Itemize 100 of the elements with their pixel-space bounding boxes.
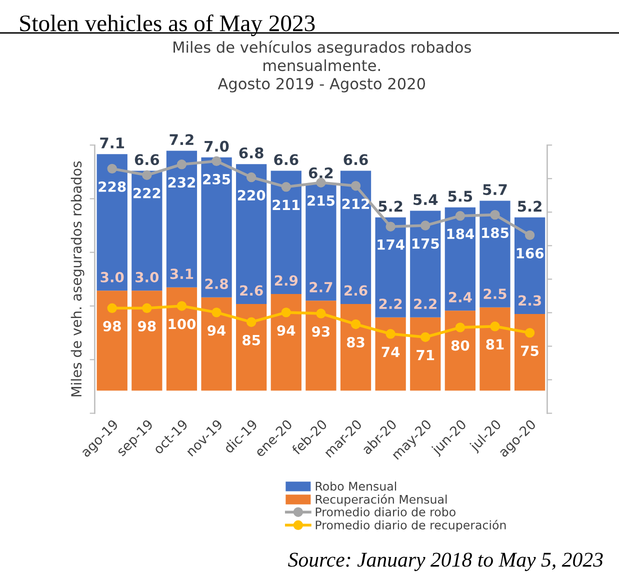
- bar: [410, 210, 441, 318]
- data-label: 2.6: [344, 285, 368, 296]
- data-label: 2.2: [414, 298, 436, 309]
- point: [281, 182, 292, 192]
- point: [176, 160, 187, 170]
- data-label: 2.7: [310, 282, 332, 292]
- data-label: 2.3: [518, 295, 541, 306]
- data-label: 175: [412, 238, 439, 249]
- point: [386, 329, 396, 339]
- total-label: 6.8: [239, 147, 264, 158]
- point: [107, 303, 117, 313]
- point: [316, 308, 326, 318]
- chart-subtitle: Miles de vehículos asegurados robados mensualmente. Agosto 2019 - Agosto 2020: [174, 40, 471, 92]
- data-label: 232: [168, 177, 196, 188]
- point: [281, 308, 292, 318]
- legend-label: Recuperación Mensual: [316, 494, 447, 506]
- bar: [132, 290, 162, 391]
- point: [490, 322, 500, 332]
- total-label: 5.7: [483, 184, 507, 196]
- data-label: 3.0: [100, 272, 124, 282]
- source-note: Source: January 2018 to May 5, 2023: [288, 552, 603, 572]
- bar: [236, 164, 267, 304]
- data-label: 2.8: [205, 278, 228, 290]
- data-label: 98: [103, 320, 121, 332]
- point: [490, 210, 500, 220]
- total-label: 6.6: [274, 154, 298, 166]
- data-label: 2.2: [379, 298, 402, 309]
- data-label: 222: [134, 188, 160, 198]
- point: [350, 319, 361, 330]
- legend-label: Robo Mensual: [316, 482, 396, 491]
- chart-title: Stolen vehicles as of May 2023: [20, 14, 315, 36]
- total-label: 6.6: [134, 154, 160, 166]
- y-axis-title: Miles de veh. asegurados robados: [70, 161, 84, 396]
- point: [524, 230, 535, 240]
- data-label: 81: [486, 339, 504, 350]
- total-label: 5.2: [378, 200, 402, 212]
- data-label: 94: [208, 325, 226, 336]
- point: [455, 211, 466, 221]
- total-label: 6.2: [308, 167, 333, 178]
- data-label: 211: [272, 200, 300, 210]
- bar: [96, 154, 128, 291]
- point: [386, 222, 396, 232]
- data-label: 2.9: [274, 275, 298, 286]
- bar: [444, 310, 476, 391]
- point: [246, 317, 256, 327]
- point: [142, 303, 152, 313]
- data-label: 83: [346, 336, 364, 348]
- data-label: 3.0: [136, 272, 159, 282]
- data-label: 94: [277, 325, 296, 336]
- bar: [201, 157, 232, 298]
- data-label: 98: [138, 320, 156, 332]
- legend-label: Promedio diario de recuperación: [316, 520, 506, 532]
- point: [524, 328, 535, 338]
- bar: [132, 170, 162, 291]
- total-label: 7.1: [100, 138, 124, 148]
- bar: [270, 294, 302, 391]
- data-label: 2.5: [484, 288, 506, 300]
- total-label: 7.0: [204, 140, 229, 152]
- point: [420, 332, 430, 342]
- data-label: 2.6: [240, 285, 263, 296]
- bar: [480, 200, 510, 308]
- bar: [375, 217, 406, 318]
- point: [176, 301, 187, 311]
- total-label: 7.2: [170, 134, 194, 145]
- data-label: 3.1: [170, 268, 194, 280]
- point: [142, 170, 152, 180]
- total-label: 6.6: [344, 154, 368, 166]
- data-label: 212: [342, 198, 370, 209]
- point: [350, 180, 361, 191]
- data-label: 2.4: [448, 292, 472, 302]
- data-label: 228: [98, 181, 126, 192]
- bar: [514, 217, 546, 314]
- point: [212, 156, 222, 166]
- bar: [166, 150, 198, 288]
- point: [316, 178, 326, 188]
- bar: [410, 317, 441, 391]
- data-label: 85: [242, 334, 260, 346]
- data-label: 215: [308, 195, 334, 206]
- data-label: 71: [416, 350, 434, 360]
- data-label: 100: [168, 318, 196, 330]
- data-label: 174: [378, 240, 404, 250]
- bar: [375, 317, 406, 391]
- bar: [340, 170, 372, 304]
- bar: [201, 297, 232, 391]
- point: [212, 308, 222, 318]
- bar: [166, 287, 198, 391]
- bar: [306, 184, 336, 301]
- total-label: 5.4: [414, 194, 438, 206]
- data-label: 80: [451, 340, 470, 351]
- bar: [444, 207, 476, 311]
- bar: [270, 170, 302, 294]
- bar: [306, 300, 336, 391]
- point: [246, 172, 256, 182]
- data-label: 93: [312, 326, 330, 337]
- total-label: 5.2: [518, 200, 542, 212]
- data-label: 235: [203, 174, 230, 184]
- point: [420, 220, 430, 230]
- data-label: 75: [521, 346, 538, 356]
- data-label: 184: [447, 228, 474, 240]
- bar: [96, 290, 128, 391]
